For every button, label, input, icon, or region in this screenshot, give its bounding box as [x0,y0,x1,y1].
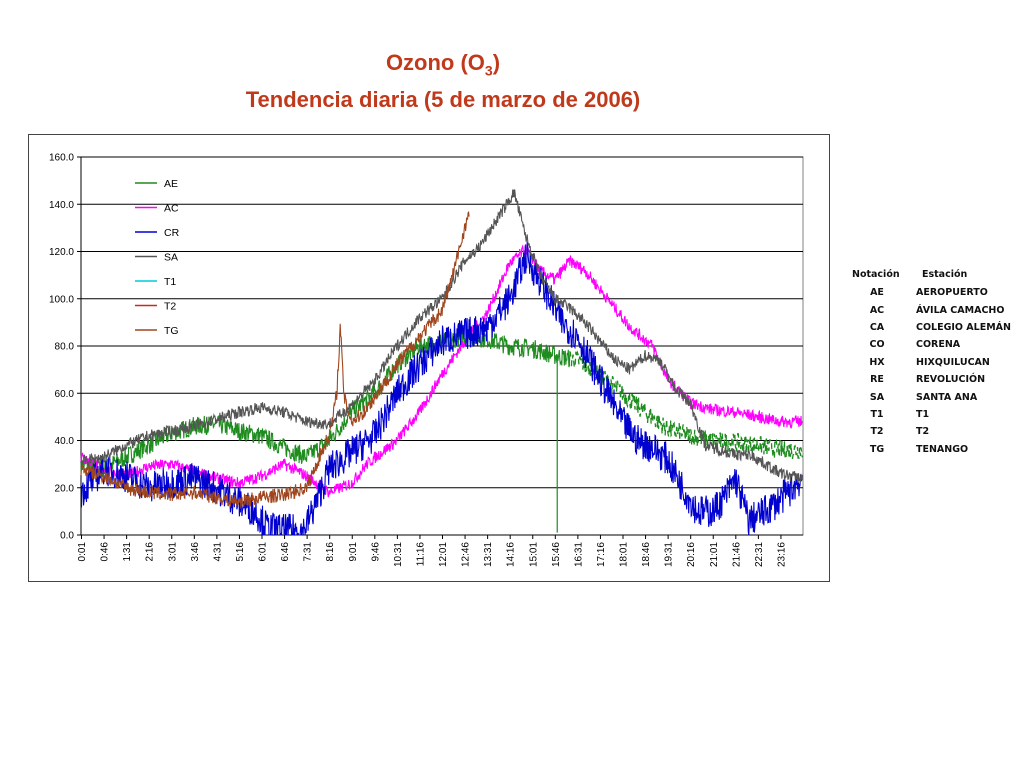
x-tick-label: 6:01 [258,542,269,562]
notation-code: AC [869,304,885,316]
notation-code: T2 [870,426,884,438]
y-tick-label: 20.0 [55,483,75,494]
notation-code: RE [870,374,884,386]
x-tick-label: 19:31 [664,542,675,567]
x-tick-label: 3:01 [167,542,178,562]
y-tick-label: 100.0 [49,294,74,305]
series-line-cr [80,241,803,536]
y-tick-label: 160.0 [49,153,74,164]
notation-code: AE [870,287,884,299]
ozone-line-chart: 0.0 20.0 40.0 60.0 80.0 100.0 120.0 140.0 160.0 0… [49,153,804,567]
x-tick-label: 13:31 [483,542,494,567]
notation-row: CA COLEGIO ALEMÁN [846,319,1018,336]
chart-frame: 0.0 20.0 40.0 60.0 80.0 100.0 120.0 140.0 160.0 0… [28,134,830,582]
notation-row: T2 T2 [846,423,1018,440]
notation-row: CO CORENA [846,336,1018,353]
legend-label-sa: SA [164,252,178,264]
notation-code: SA [869,391,885,403]
notation-row: AC ÁVILA CAMACHO [846,301,1018,318]
x-tick-label: 18:01 [619,542,630,567]
x-tick-label: 18:46 [641,542,652,567]
x-tick-label: 10:31 [393,542,404,567]
title-line-2: Tendencia diaria (5 de marzo de 2006) [245,87,641,113]
notation-station: T2 [916,426,930,438]
notation-station: SANTA ANA [916,391,978,403]
notation-row: SA SANTA ANA [846,388,1018,405]
legend-label-cr: CR [164,227,180,239]
series-line-ae-dashed [570,350,804,462]
y-tick-label: 140.0 [49,200,74,211]
x-tick-label: 21:46 [731,542,742,567]
notation-code: CO [869,339,885,351]
y-tick-label: 0.0 [60,531,74,542]
x-tick-label: 22:31 [754,542,765,567]
notation-row: AE AEROPUERTO [846,284,1018,301]
chart-title: Ozono (O3) Tendencia diaria (5 de marzo … [0,48,886,115]
notation-row: T1 T1 [846,406,1018,423]
notation-station: CORENA [916,339,961,351]
legend-label-tg: TG [164,325,179,337]
x-tick-label: 8:16 [325,542,336,562]
x-tick-label: 9:46 [370,542,381,562]
x-tick-label: 17:16 [596,542,607,567]
notation-code: HX [869,356,885,368]
notation-header-code: Notación [852,268,900,280]
x-tick-label: 2:16 [145,542,156,562]
y-tick-label: 60.0 [55,389,75,400]
notation-station: ÁVILA CAMACHO [916,304,1005,316]
notation-station: COLEGIO ALEMÁN [916,321,1011,333]
notation-station: HIXQUILUCAN [916,356,990,368]
x-tick-label: 12:01 [438,542,449,567]
x-tick-label: 12:46 [461,542,472,567]
x-tick-label: 3:46 [190,542,201,562]
x-tick-label: 0:01 [77,542,88,562]
x-tick-label: 14:16 [506,542,517,567]
title-ozone-label: Ozono (O [385,50,485,75]
x-tick-label: 15:46 [551,542,562,567]
notation-station: TENANGO [916,443,969,455]
x-tick-label: 20:16 [686,542,697,567]
x-tick-label: 0:46 [100,542,111,562]
x-tick-label: 11:16 [415,542,426,567]
series-line-tg [80,211,470,509]
y-tick-label: 80.0 [55,342,75,353]
notation-code: CA [869,321,885,333]
x-tick-label: 9:01 [348,542,359,562]
title-subscript: 3 [484,62,493,79]
x-tick-label: 4:31 [212,542,223,562]
notation-row: RE REVOLUCIÓN [846,371,1018,388]
notation-rows: AE AEROPUERTO AC ÁVILA CAMACHO CA COLEGIO ALE… [846,284,1018,458]
series-line-sa [80,189,804,483]
notation-table: Notación Estación AE AEROPUERTO AC ÁVILA CA… [846,264,1018,458]
x-tick-label: 15:01 [528,542,539,567]
legend-label-ac: AC [164,203,179,215]
title-paren-close: ) [492,50,501,75]
x-tick-label: 5:16 [235,542,246,562]
notation-header-name: Estación [922,268,968,280]
y-tick-label: 120.0 [49,247,74,258]
x-tick-label: 21:01 [709,542,720,567]
x-tick-label: 16:31 [573,542,584,567]
legend-label-t1: T1 [164,276,176,288]
notation-row: TG TENANGO [846,441,1018,458]
legend-label-ae: AE [164,178,178,190]
notation-header-row: Notación Estación [846,264,1018,284]
legend-label-t2: T2 [164,301,176,313]
y-tick-label: 40.0 [55,436,75,447]
x-tick-label: 7:31 [303,542,314,562]
notation-station: T1 [916,408,930,420]
x-tick-label: 23:16 [776,542,787,567]
x-tick-label: 6:46 [280,542,291,562]
notation-station: REVOLUCIÓN [916,374,986,386]
notation-code: T1 [870,408,884,420]
title-line-1: Ozono (O3) [0,48,886,85]
notation-station: AEROPUERTO [916,287,988,299]
notation-row: HX HIXQUILUCAN [846,354,1018,371]
x-tick-label: 1:31 [122,542,133,562]
notation-code: TG [869,443,885,455]
